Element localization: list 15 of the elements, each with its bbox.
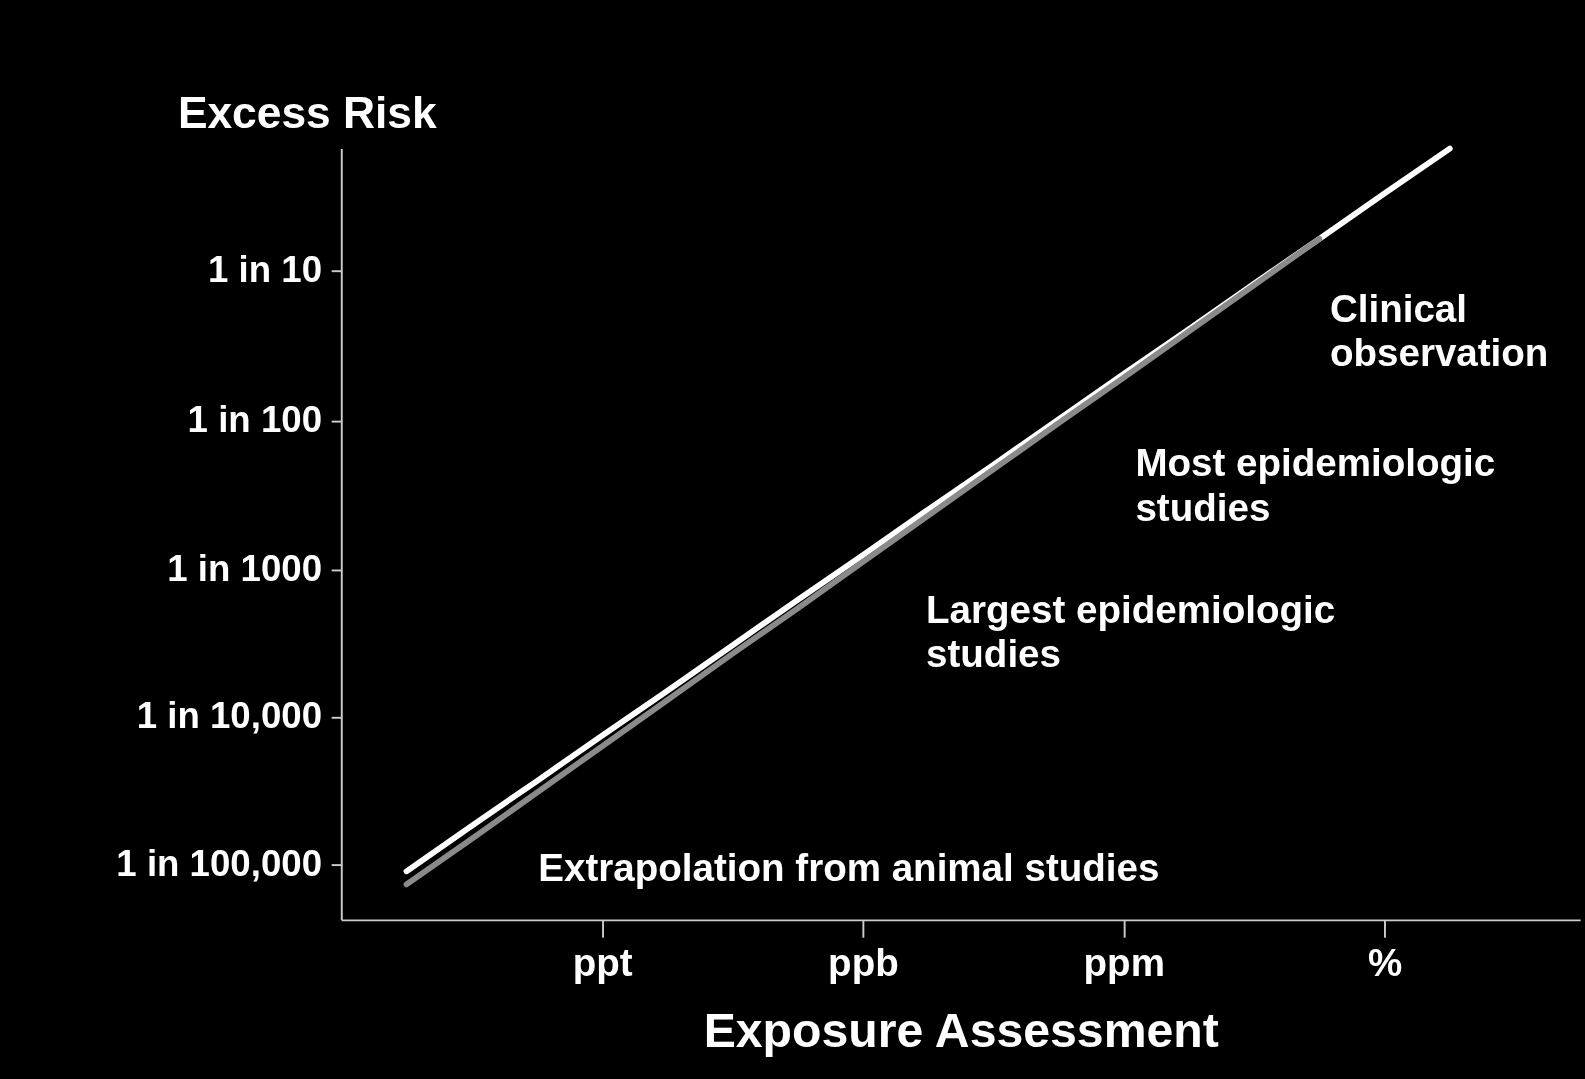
annotation: Largest epidemiologic studies [926, 587, 1336, 676]
x-tick-label: ppb [828, 941, 899, 985]
x-tick-label: % [1367, 941, 1403, 985]
annotation: Most epidemiologic studies [1135, 441, 1496, 529]
text: 1 in 100,000 [116, 842, 323, 884]
text: 1 in 1000 [167, 548, 323, 590]
y-axis-title: Excess Risk [177, 87, 438, 137]
annotation: Extrapolation from animal studies [538, 846, 1160, 890]
text: 1 in 10 [208, 248, 323, 290]
x-tick-label: ppt [572, 941, 633, 985]
text: 1 in 10,000 [136, 695, 323, 737]
text: 1 in 100 [187, 399, 323, 441]
x-tick-label: ppm [1083, 941, 1165, 985]
annotation: Clinical observation [1329, 287, 1549, 375]
x-axis-title: Exposure Assessment [703, 1002, 1219, 1057]
